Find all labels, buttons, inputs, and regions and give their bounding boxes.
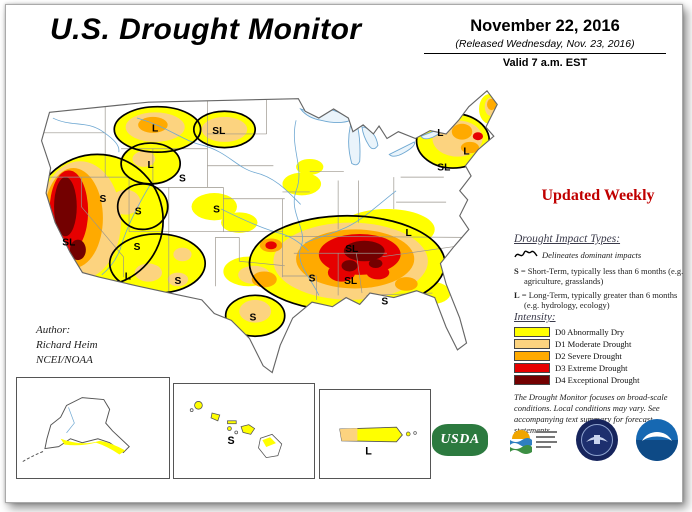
valid-time: Valid 7 a.m. EST	[502, 57, 588, 69]
impact-label-sl: SL	[62, 237, 75, 248]
impact-label-l: L	[148, 160, 154, 171]
delineates-label: Delineates dominant impacts	[542, 250, 642, 260]
us-drought-map: SL S S L L S SL S S L S S SL S SL S L L SL L	[12, 61, 512, 391]
puerto-rico-d1-region	[339, 428, 358, 441]
vieques-island	[405, 431, 411, 437]
impact-label-s: S	[309, 274, 316, 285]
puerto-rico-map: L	[339, 426, 417, 458]
state-boundaries	[43, 99, 467, 300]
impact-types-legend: Drought Impact Types: Delineates dominan…	[514, 233, 686, 314]
impact-label-sl: SL	[344, 276, 357, 287]
intensity-label: D1 Moderate Drought	[555, 339, 632, 349]
impact-label-s: S	[99, 194, 106, 205]
hawaii-impact-label: S	[228, 435, 235, 447]
intensity-item-d1: D1 Moderate Drought	[514, 339, 686, 349]
intensity-swatch-d3	[514, 363, 550, 373]
hawaii-map: S	[189, 401, 283, 459]
impact-label-s: S	[134, 242, 141, 253]
date-block: November 22, 2016 (Released Wednesday, N…	[424, 17, 666, 69]
intensity-heading: Intensity:	[514, 311, 556, 323]
alaska-river	[66, 407, 75, 434]
rivers	[52, 117, 397, 296]
hawaii-islands	[189, 401, 283, 459]
intensity-label: D0 Abnormally Dry	[555, 327, 625, 337]
aleutian-islands	[21, 451, 44, 463]
commerce-seal-icon	[576, 419, 618, 461]
short-term-definition: S = Short-Term, typically less than 6 mo…	[514, 266, 684, 287]
hawaii-inset: S	[173, 383, 315, 479]
page-title: U.S. Drought Monitor	[50, 13, 362, 46]
impact-label-s: S	[213, 204, 220, 215]
intensity-item-d3: D3 Extreme Drought	[514, 363, 686, 373]
intensity-swatch-d2	[514, 351, 550, 361]
alaska-outline	[44, 397, 130, 454]
us-border	[40, 89, 498, 374]
usda-logo-text: USDA	[440, 432, 480, 447]
intensity-swatch-d4	[514, 375, 550, 385]
map-date: November 22, 2016	[470, 17, 620, 35]
impact-label-l: L	[152, 124, 158, 135]
impact-label-sl: SL	[345, 244, 358, 255]
author-label: Author:	[36, 324, 71, 336]
usda-logo: USDA	[432, 424, 488, 456]
impact-label-s: S	[135, 207, 142, 218]
intensity-list: D0 Abnormally Dry D1 Moderate Drought D2 S…	[514, 327, 686, 385]
impact-label-sl: SL	[212, 126, 225, 137]
noaa-seal-icon	[636, 419, 678, 461]
puerto-rico-inset: L	[319, 389, 431, 479]
drought-monitor-page: U.S. Drought Monitor November 22, 2016 (…	[5, 4, 683, 503]
author-name: Richard Heim	[36, 338, 98, 351]
intensity-label: D3 Extreme Drought	[555, 363, 628, 373]
author-org: NCEI/NOAA	[36, 353, 93, 366]
impact-squiggle-icon	[514, 250, 538, 258]
impact-label-l: L	[405, 228, 411, 239]
intensity-label: D2 Severe Drought	[555, 351, 622, 361]
alaska-inset	[16, 377, 170, 479]
agency-logos: USDA	[432, 407, 680, 473]
puerto-rico-impact-label: L	[365, 446, 372, 458]
impact-label-sl: SL	[437, 162, 450, 173]
intensity-swatch-d0	[514, 327, 550, 337]
impact-label-s: S	[174, 276, 181, 287]
intensity-item-d2: D2 Severe Drought	[514, 351, 686, 361]
impact-label-s: S	[179, 174, 186, 185]
release-date: (Released Wednesday, Nov. 23, 2016)	[424, 38, 666, 54]
impact-label-l: L	[437, 128, 443, 139]
impact-label-s: S	[249, 312, 256, 323]
author-block: Author: Richard Heim NCEI/NOAA	[36, 323, 98, 368]
drought-region-d4	[54, 177, 385, 272]
impact-label-l: L	[125, 271, 131, 282]
alaska-d0-region	[60, 438, 126, 455]
ndmc-logo	[510, 430, 557, 454]
impact-label-s: S	[381, 296, 388, 307]
disclaimer-text: The Drought Monitor focuses on broad-sca…	[514, 392, 668, 435]
intensity-legend: Intensity: D0 Abnormally Dry D1 Moderate …	[514, 311, 686, 387]
updated-weekly-label: Updated Weekly	[541, 187, 655, 204]
intensity-swatch-d1	[514, 339, 550, 349]
alaska-map	[21, 397, 130, 463]
intensity-label: D4 Exceptional Drought	[555, 375, 640, 385]
impact-label-l: L	[463, 146, 469, 157]
intensity-item-d4: D4 Exceptional Drought	[514, 375, 686, 385]
long-term-definition: L = Long-Term, typically greater than 6 …	[514, 290, 678, 311]
intensity-item-d0: D0 Abnormally Dry	[514, 327, 686, 337]
culebra-island	[413, 431, 417, 435]
impact-types-heading: Drought Impact Types:	[514, 233, 621, 245]
